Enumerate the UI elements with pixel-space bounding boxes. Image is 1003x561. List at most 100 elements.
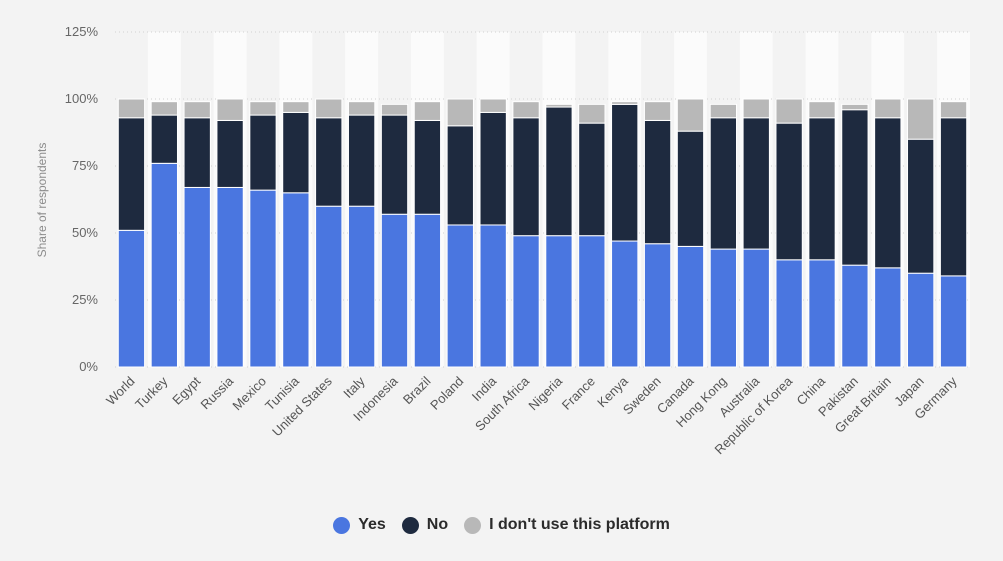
bar-yes[interactable] <box>676 245 705 368</box>
bar-dont-use[interactable] <box>742 98 770 119</box>
bar-dont-use[interactable] <box>676 98 705 132</box>
y-tick-label: 25% <box>72 292 98 307</box>
bar-no[interactable] <box>643 119 672 245</box>
legend-item-no[interactable]: No <box>401 516 449 534</box>
bar-no[interactable] <box>841 109 869 266</box>
bar-dont-use[interactable] <box>907 98 935 140</box>
bar-dont-use[interactable] <box>249 101 277 116</box>
bar-no[interactable] <box>446 125 474 226</box>
bar-no[interactable] <box>150 114 178 164</box>
bar-no[interactable] <box>315 117 343 207</box>
bar-no[interactable] <box>216 119 244 188</box>
x-tick-label: Russia <box>198 373 237 412</box>
bar-yes[interactable] <box>347 205 376 368</box>
bar-yes[interactable] <box>150 162 178 368</box>
bar-yes[interactable] <box>413 213 442 368</box>
bar-yes[interactable] <box>512 235 540 368</box>
bar-no[interactable] <box>874 117 902 269</box>
bar-yes[interactable] <box>315 205 343 368</box>
bar-no[interactable] <box>578 122 606 237</box>
bar-no[interactable] <box>611 103 639 242</box>
bar-dont-use[interactable] <box>117 98 146 119</box>
bar-yes[interactable] <box>841 264 869 368</box>
bar-dont-use[interactable] <box>282 101 310 113</box>
bar-no[interactable] <box>380 114 409 215</box>
y-tick-label: 50% <box>72 225 98 240</box>
bar-yes[interactable] <box>446 224 474 368</box>
legend-item-yes[interactable]: Yes <box>333 516 386 534</box>
bar-dont-use[interactable] <box>216 98 244 121</box>
bar-yes[interactable] <box>611 240 639 368</box>
bar-no[interactable] <box>479 111 507 226</box>
bar-no[interactable] <box>939 117 968 277</box>
bar-yes[interactable] <box>479 224 507 368</box>
bar-dont-use[interactable] <box>709 103 738 119</box>
bar-dont-use[interactable] <box>150 101 178 116</box>
bar-no[interactable] <box>907 138 935 274</box>
legend-label-dont-use: I don't use this platform <box>489 516 670 533</box>
y-tick-label: 125% <box>65 24 99 39</box>
legend-swatch-dont-use <box>464 516 482 534</box>
bar-dont-use[interactable] <box>512 101 540 119</box>
bar-yes[interactable] <box>380 213 409 368</box>
bar-dont-use[interactable] <box>545 103 573 108</box>
bar-dont-use[interactable] <box>808 101 836 119</box>
bar-yes[interactable] <box>742 248 770 368</box>
chart-canvas: 0% 25% 50% 75% 100% 125% WorldTurkeyEgyptRuss… <box>35 24 970 457</box>
bar-yes[interactable] <box>939 275 968 368</box>
bar-yes[interactable] <box>808 259 836 368</box>
bar-dont-use[interactable] <box>643 101 672 121</box>
bar-yes[interactable] <box>578 235 606 368</box>
bars <box>117 98 968 368</box>
bar-dont-use[interactable] <box>939 101 968 119</box>
bar-yes[interactable] <box>775 259 803 368</box>
bar-no[interactable] <box>709 117 738 250</box>
bar-dont-use[interactable] <box>347 101 376 116</box>
bar-no[interactable] <box>249 114 277 191</box>
bar-yes[interactable] <box>216 186 244 368</box>
bar-no[interactable] <box>512 117 540 237</box>
bar-dont-use[interactable] <box>775 98 803 124</box>
bar-dont-use[interactable] <box>380 103 409 116</box>
bar-yes[interactable] <box>183 186 211 368</box>
bar-dont-use[interactable] <box>446 98 474 127</box>
y-tick-label: 100% <box>65 91 99 106</box>
bar-dont-use[interactable] <box>479 98 507 113</box>
x-tick-label: Nigeria <box>525 373 565 413</box>
bar-yes[interactable] <box>545 235 573 368</box>
bar-dont-use[interactable] <box>874 98 902 119</box>
y-tick-label: 0% <box>79 359 98 374</box>
bar-no[interactable] <box>676 130 705 247</box>
y-axis-title: Share of respondents <box>35 143 49 258</box>
bar-yes[interactable] <box>907 272 935 368</box>
bar-no[interactable] <box>347 114 376 207</box>
legend: Yes No I don't use this platform <box>0 516 1003 534</box>
bar-yes[interactable] <box>249 189 277 368</box>
bar-dont-use[interactable] <box>611 101 639 105</box>
bar-yes[interactable] <box>874 267 902 368</box>
bar-dont-use[interactable] <box>578 103 606 124</box>
bar-yes[interactable] <box>282 192 310 368</box>
bar-no[interactable] <box>742 117 770 250</box>
bar-no[interactable] <box>183 117 211 188</box>
bar-dont-use[interactable] <box>413 101 442 121</box>
bar-no[interactable] <box>282 111 310 194</box>
y-tick-label: 75% <box>72 158 98 173</box>
bar-no[interactable] <box>808 117 836 261</box>
bar-dont-use[interactable] <box>315 98 343 119</box>
bar-yes[interactable] <box>709 248 738 368</box>
bar-no[interactable] <box>775 122 803 261</box>
bar-yes[interactable] <box>643 243 672 368</box>
legend-label-yes: Yes <box>358 516 386 533</box>
bar-dont-use[interactable] <box>841 103 869 111</box>
legend-swatch-yes <box>333 516 351 534</box>
bar-yes[interactable] <box>117 229 146 368</box>
bar-no[interactable] <box>545 106 573 237</box>
legend-label-no: No <box>426 516 449 533</box>
bar-no[interactable] <box>117 117 146 231</box>
bar-no[interactable] <box>413 119 442 215</box>
legend-item-dont-use[interactable]: I don't use this platform <box>464 516 670 534</box>
bar-dont-use[interactable] <box>183 101 211 119</box>
legend-swatch-no <box>401 516 419 534</box>
